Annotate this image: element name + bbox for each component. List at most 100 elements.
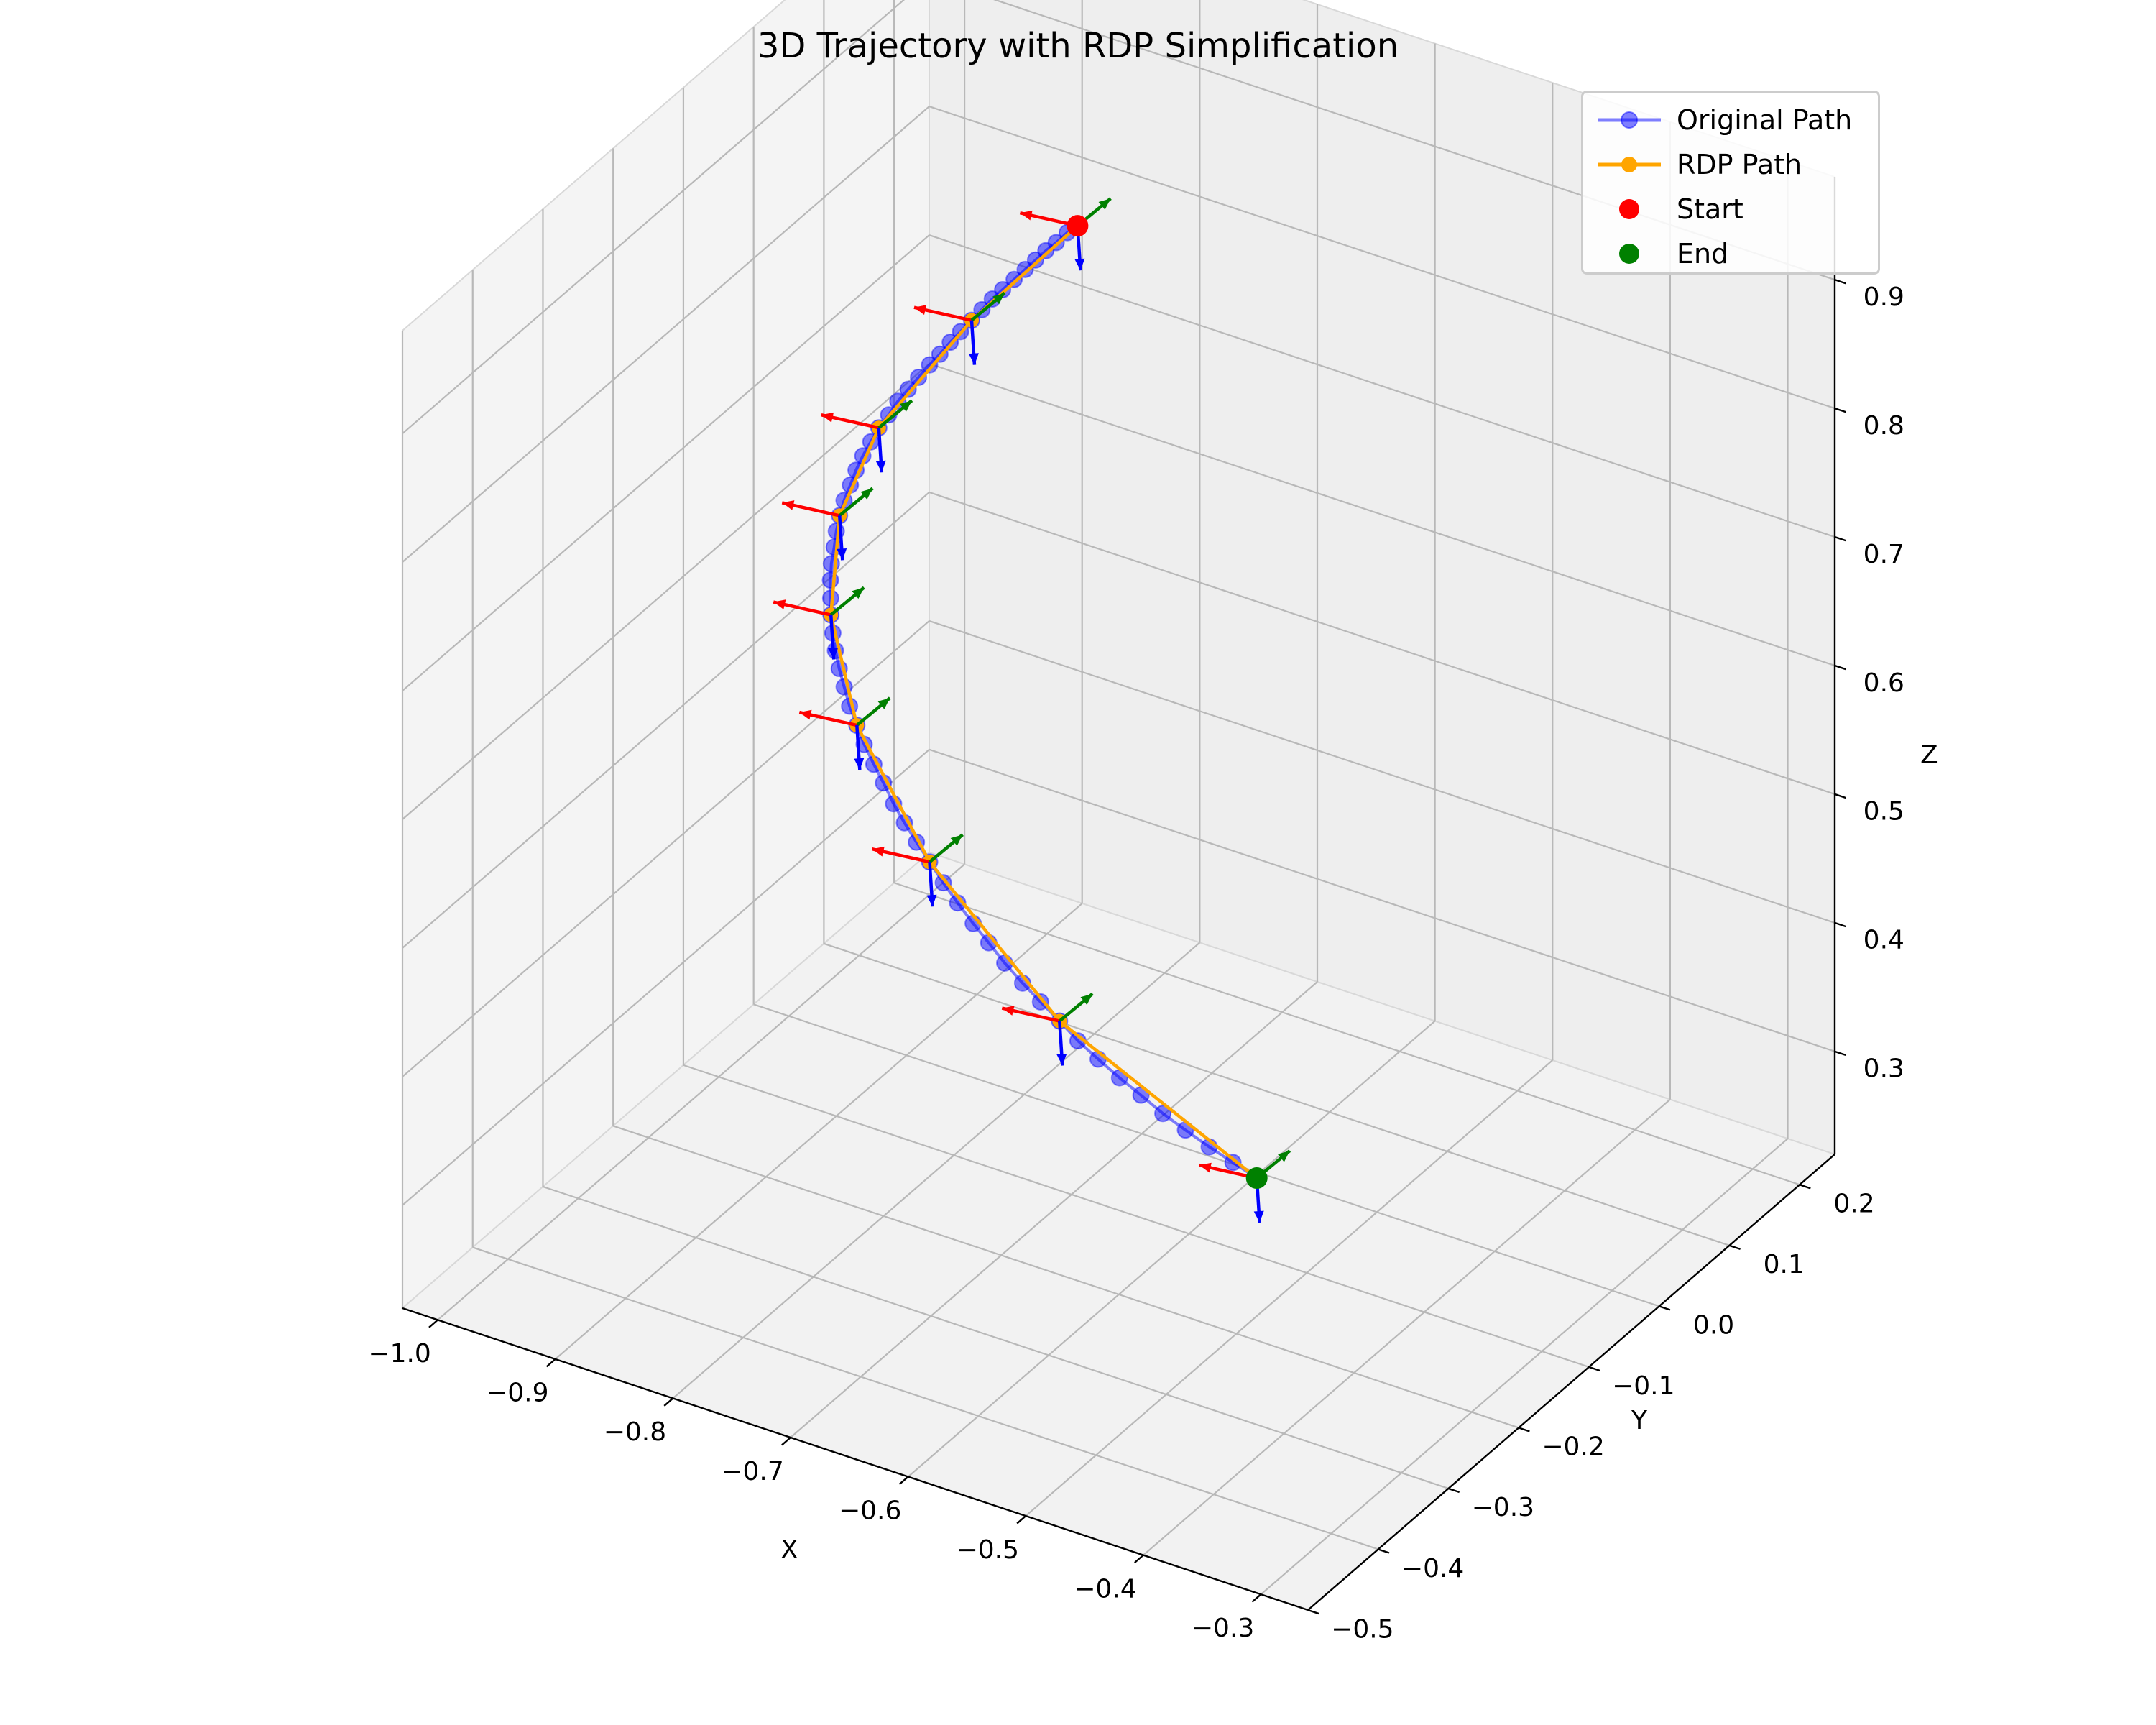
grid-y-floor <box>472 1246 1379 1550</box>
x-axis-label: X <box>780 1535 798 1565</box>
grid-z-back <box>929 748 1835 1052</box>
frame-x-arrow-head <box>1199 1162 1212 1173</box>
original-path-point <box>1016 260 1034 278</box>
x-tick-label: −1.0 <box>368 1339 430 1368</box>
y-tick-tick <box>1307 1609 1319 1615</box>
z-tick-label: 0.4 <box>1864 926 1904 955</box>
z-tick-tick <box>1834 921 1846 928</box>
x-tick-label: −0.5 <box>957 1535 1019 1565</box>
original-path-point <box>1031 993 1049 1011</box>
y-tick-tick <box>1448 1487 1460 1494</box>
y-tick-label: −0.5 <box>1331 1614 1393 1644</box>
original-path-point <box>899 380 917 398</box>
y-tick-label: −0.2 <box>1542 1432 1604 1462</box>
grid-y-floor <box>893 882 1800 1186</box>
z-tick-label: 0.8 <box>1864 411 1904 441</box>
x-tick-label: −0.9 <box>486 1379 548 1408</box>
frame-x-arrow-head <box>773 599 786 610</box>
grid-x-floor <box>1025 1059 1553 1517</box>
original-path-point <box>910 369 928 387</box>
frame-y-arrow-head <box>1277 1151 1290 1162</box>
tick-marks <box>428 279 1846 1615</box>
start-marker <box>1067 215 1089 237</box>
frame-x-arrow-head <box>821 412 834 423</box>
gridlines <box>401 0 1835 1611</box>
x-tick-label: −0.3 <box>1192 1614 1254 1643</box>
frame-x-arrow-head <box>799 709 812 720</box>
frame-y-arrow-head <box>860 488 873 500</box>
x-tick-tick <box>781 1437 791 1446</box>
z-tick-label: 0.3 <box>1864 1054 1904 1084</box>
legend-label-original-path: Original Path <box>1677 104 1853 136</box>
grid-z-left <box>402 363 930 820</box>
grid-z-back <box>929 106 1835 410</box>
z-tick-tick <box>1834 535 1846 542</box>
frame-z-arrow-head <box>968 353 979 365</box>
frame-y-arrow-head <box>950 834 963 846</box>
legend-label-end: End <box>1677 238 1729 270</box>
x-tick-tick <box>1251 1593 1262 1603</box>
x-axis-line <box>402 1307 1309 1611</box>
original-path-point <box>1037 242 1055 259</box>
legend-entry-start: Start <box>1583 188 1878 231</box>
x-tick-tick <box>663 1397 674 1407</box>
frame-z-arrow-head <box>1074 258 1085 271</box>
grid-x-floor <box>1260 1138 1789 1596</box>
legend-entry-original-path: Original Path <box>1583 98 1878 142</box>
x-tick-tick <box>898 1476 909 1485</box>
axis-panes <box>401 0 1836 1611</box>
original-path-point <box>994 280 1012 298</box>
tick-labels: −1.0 −0.9 −0.8 −0.7 −0.6 −0.5 −0.4 −0.3 −0.5 −0.4… <box>368 282 1904 1644</box>
x-tick-label: −0.8 <box>604 1417 666 1447</box>
frame-x-arrow-head <box>914 305 927 315</box>
frame-z-arrow-head <box>854 758 865 770</box>
frame-x-arrow-head <box>872 846 885 857</box>
original-path-point <box>1154 1105 1172 1123</box>
grid-z-left <box>402 492 930 949</box>
frame-y-arrow-head <box>992 293 1005 305</box>
grid-z-back <box>929 234 1835 538</box>
original-path-point <box>921 356 939 374</box>
y-tick-tick <box>1659 1305 1671 1311</box>
frame-z-arrow-head <box>875 460 886 473</box>
grid-z-left <box>402 620 930 1077</box>
legend-label-start: Start <box>1677 193 1743 225</box>
grid-x-floor <box>1143 1098 1671 1556</box>
z-tick-tick <box>1834 1050 1846 1057</box>
y-axis-line <box>1307 1154 1835 1611</box>
y-tick-tick <box>1518 1427 1530 1432</box>
legend-label-rdp-path: RDP Path <box>1677 149 1802 180</box>
frame-z-arrow-head <box>1253 1210 1264 1223</box>
y-tick-label: −0.3 <box>1472 1493 1534 1522</box>
original-path-point <box>934 874 952 892</box>
y-tick-label: 0.2 <box>1833 1190 1874 1219</box>
legend-swatch-end <box>1619 244 1639 264</box>
grid-y-floor <box>824 942 1730 1246</box>
z-tick-label: 0.9 <box>1864 282 1904 312</box>
x-tick-tick <box>1134 1554 1144 1564</box>
z-tick-label: 0.5 <box>1864 797 1904 827</box>
y-axis-label: Y <box>1631 1406 1647 1435</box>
original-path-point <box>1005 270 1023 288</box>
grid-x-floor <box>555 903 1083 1360</box>
y-tick-tick <box>1588 1366 1600 1372</box>
z-tick-tick <box>1834 279 1846 285</box>
frame-y-arrow-head <box>852 587 865 599</box>
frame-x-arrow-head <box>1002 1006 1015 1016</box>
x-tick-label: −0.7 <box>721 1457 783 1486</box>
z-tick-label: 0.6 <box>1864 668 1904 698</box>
z-tick-tick <box>1834 793 1846 799</box>
grid-x-floor <box>790 981 1318 1438</box>
z-tick-label: 0.7 <box>1864 540 1904 569</box>
x-tick-tick <box>545 1358 556 1368</box>
z-tick-tick <box>1834 407 1846 413</box>
grid-y-floor <box>543 1185 1449 1489</box>
grid-y-floor <box>683 1064 1590 1368</box>
start-end-markers <box>1067 215 1268 1190</box>
original-path-point <box>1026 251 1044 269</box>
legend-swatch-original-path <box>1598 111 1661 129</box>
frame-z-arrow-head <box>1056 1054 1067 1066</box>
x-tick-label: −0.4 <box>1074 1574 1136 1604</box>
y-tick-label: 0.0 <box>1693 1311 1734 1340</box>
